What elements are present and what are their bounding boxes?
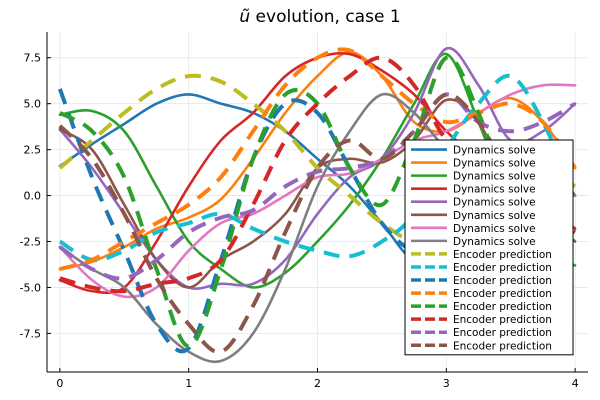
series-line-encoder-13 xyxy=(58,55,577,349)
series-line-encoder-11 xyxy=(58,88,577,354)
legend-label: Encoder prediction xyxy=(453,262,552,274)
legend-label: Encoder prediction xyxy=(453,314,552,326)
series-line-encoder-12 xyxy=(59,47,577,272)
y-tick-label: 2.5 xyxy=(24,144,42,157)
x-axis: 0 1 2 3 4 xyxy=(56,368,579,390)
legend-label: Dynamics solve xyxy=(453,145,536,157)
y-tick-label: -7.5 xyxy=(20,327,41,340)
y-axis: -7.5 -5.0 -2.5 0.0 2.5 5.0 7.5 xyxy=(20,52,51,340)
y-tick-label: -5.0 xyxy=(20,281,41,294)
series-line-encoder-16 xyxy=(58,92,577,354)
legend-label: Dynamics solve xyxy=(453,158,536,170)
legend-label: Encoder prediction xyxy=(453,340,552,352)
chart-title-text: evolution, case 1 xyxy=(250,7,401,27)
y-tick-label: -2.5 xyxy=(20,236,41,249)
legend-label: Encoder prediction xyxy=(453,249,552,261)
legend-label: Dynamics solve xyxy=(453,171,536,183)
legend-label: Encoder prediction xyxy=(453,288,552,300)
x-tick-label: 2 xyxy=(314,377,321,390)
legend-label: Encoder prediction xyxy=(453,301,552,313)
legend-label: Dynamics solve xyxy=(453,223,536,235)
x-tick-label: 0 xyxy=(56,377,63,390)
x-tick-label: 4 xyxy=(572,377,579,390)
chart-title: ũ evolution, case 1 xyxy=(239,7,400,27)
y-tick-label: 5.0 xyxy=(24,98,42,111)
legend-label: Dynamics solve xyxy=(453,184,536,196)
series-line-encoder-15 xyxy=(58,92,577,281)
y-tick-label: 7.5 xyxy=(24,52,42,65)
x-tick-label: 1 xyxy=(185,377,192,390)
legend-label: Dynamics solve xyxy=(453,210,536,222)
y-tick-label: 0.0 xyxy=(24,190,42,203)
legend-label: Dynamics solve xyxy=(453,236,536,248)
series-layer xyxy=(58,46,577,364)
legend-label: Encoder prediction xyxy=(453,327,552,339)
x-tick-label: 3 xyxy=(443,377,450,390)
series-line-dynamics-7 xyxy=(58,83,577,299)
chart-title-symbol: ũ xyxy=(239,7,250,27)
series-line-encoder-14 xyxy=(59,55,576,294)
legend-label: Encoder prediction xyxy=(453,275,552,287)
legend-label: Dynamics solve xyxy=(453,197,536,209)
